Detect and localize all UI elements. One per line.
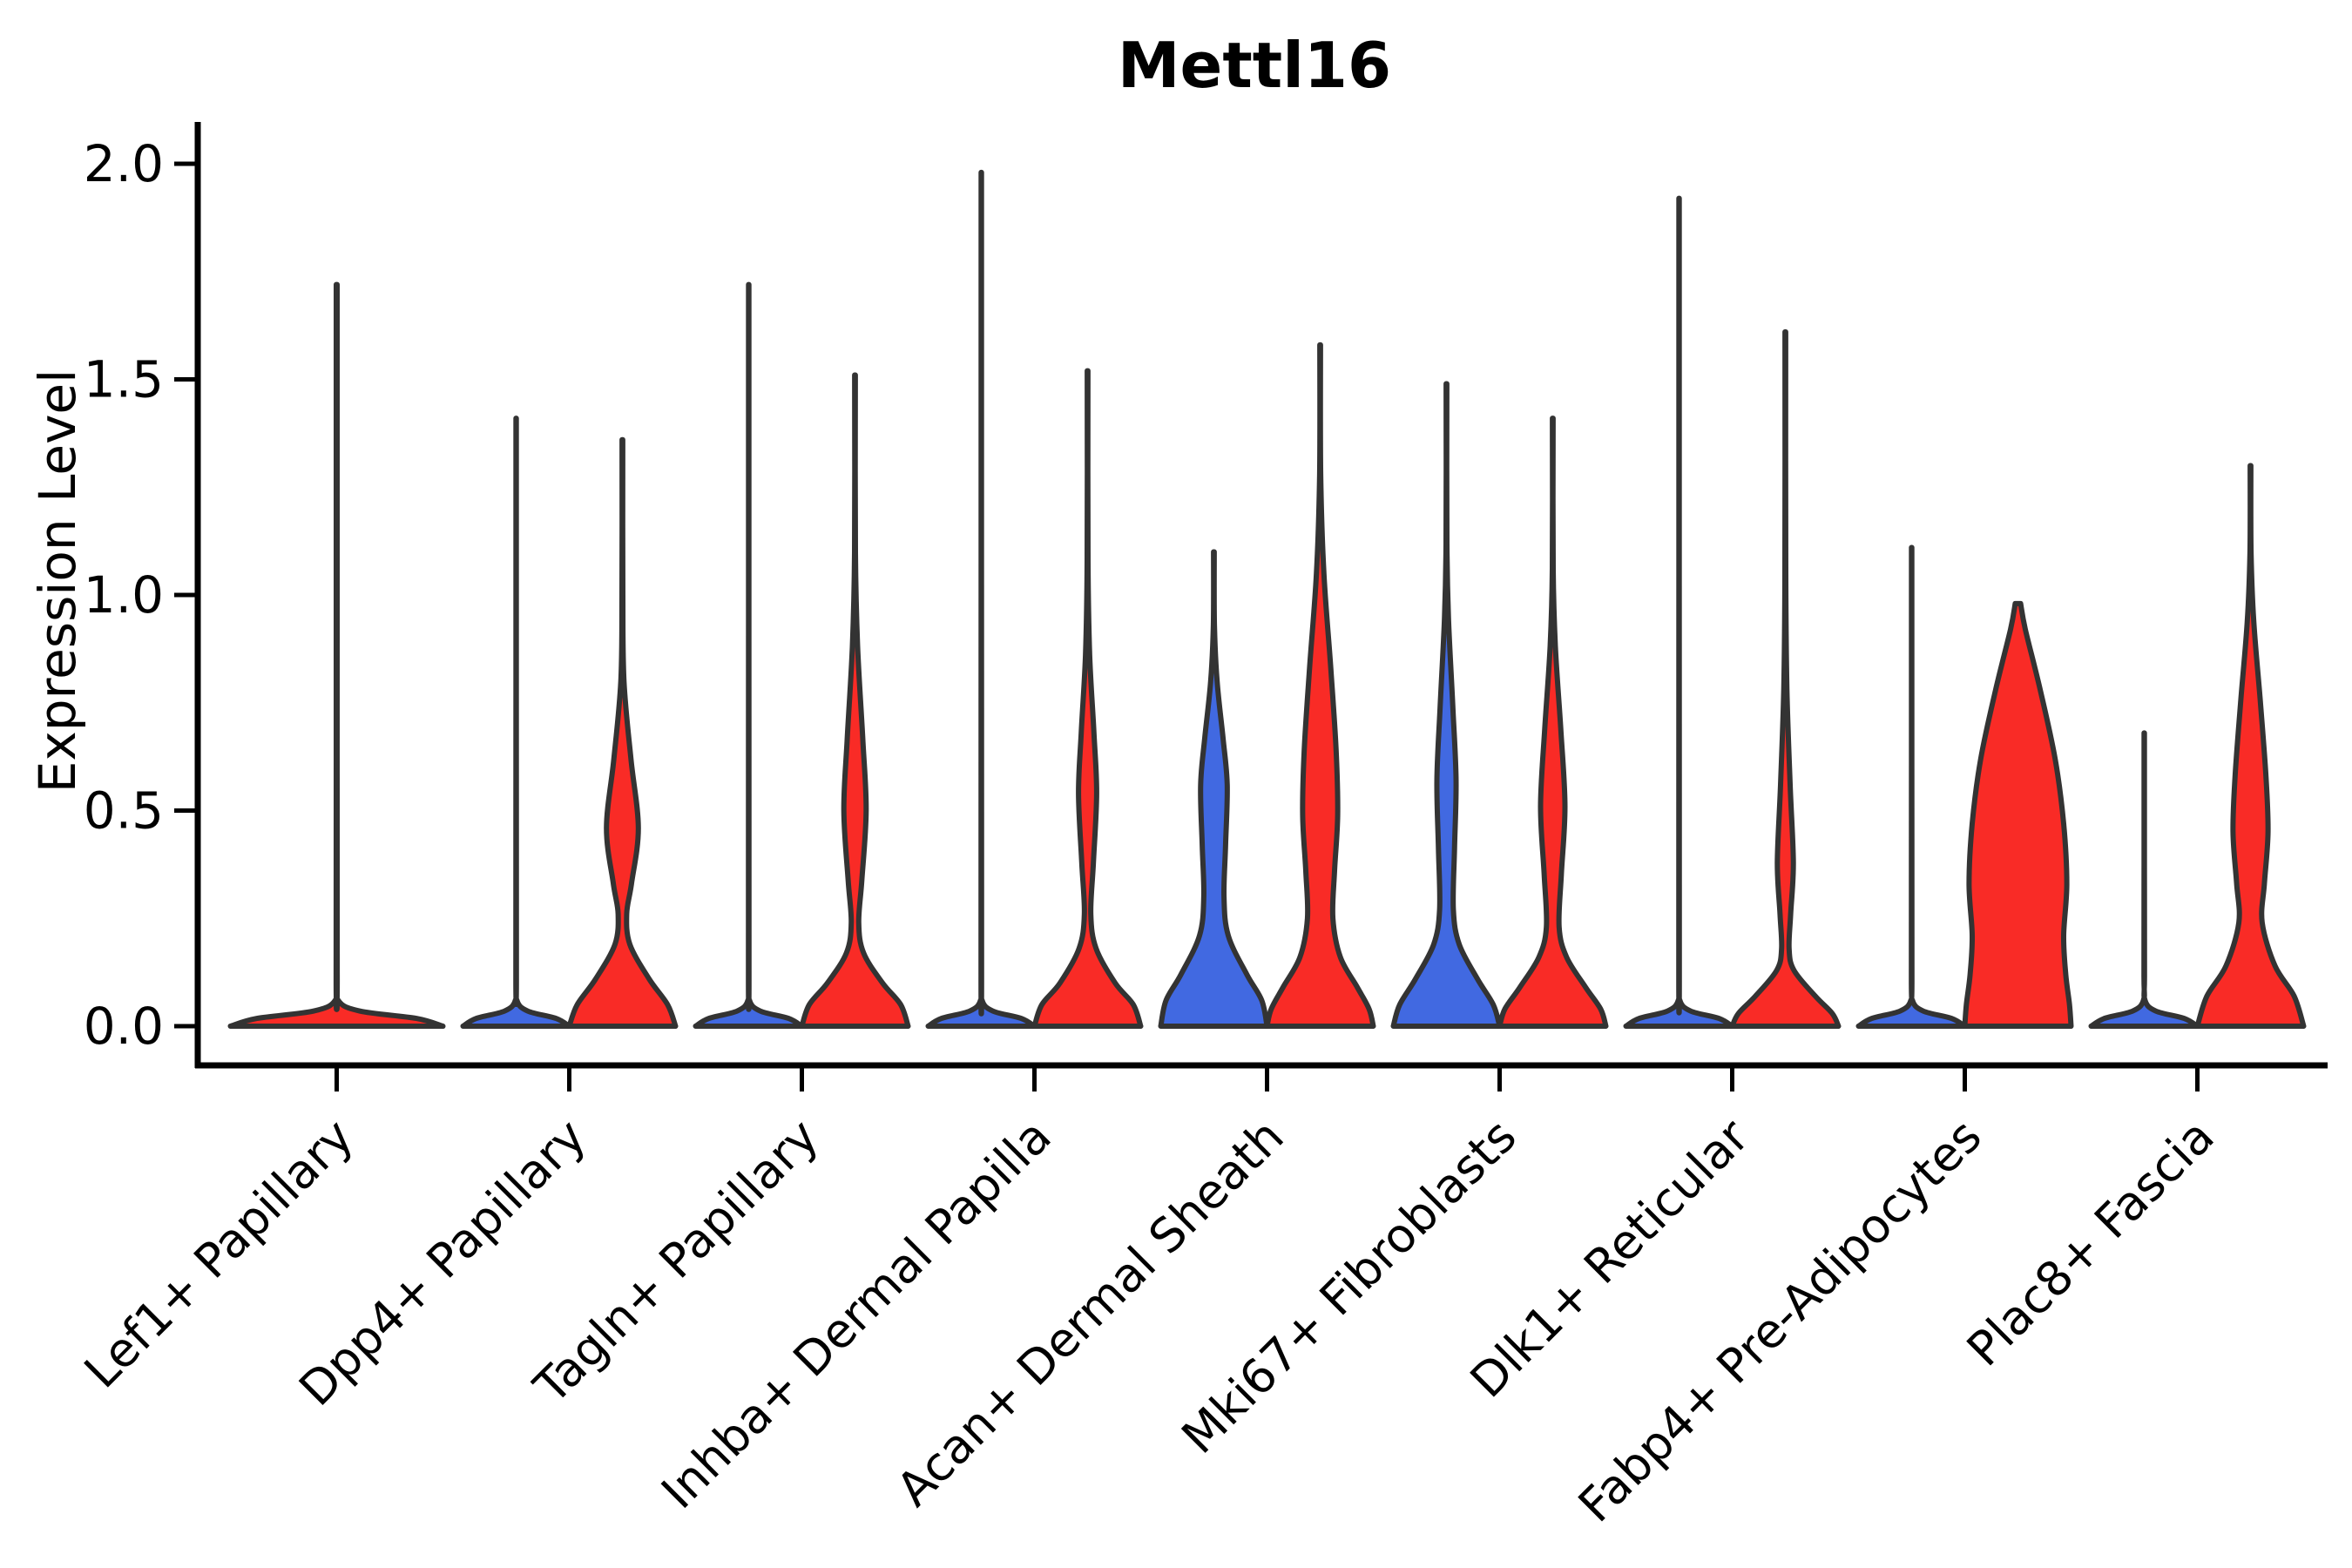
violin-acan+-right (1264, 341, 1376, 1029)
y-tick-label: 0.5 (84, 781, 164, 841)
violin-tagln+-right (799, 372, 911, 1029)
violin-plac8+-right (2194, 463, 2307, 1029)
violin-lef1+-center (227, 281, 446, 1029)
violin-tagln+-left (693, 281, 805, 1029)
y-tick-label: 1.5 (84, 350, 164, 409)
violin-fabp4+-right (1962, 600, 2074, 1029)
y-tick-label: 2.0 (84, 134, 164, 193)
violin-acan+-left (1158, 549, 1270, 1029)
y-axis-label: Expression Level (28, 369, 87, 793)
x-tick-label: Plac8+ Fascia (1957, 1109, 2225, 1377)
x-tick-label: Inhba+ Dermal Papilla (651, 1109, 1061, 1519)
violin-dlk1+-right (1729, 329, 1842, 1029)
violins-group (227, 169, 2307, 1029)
violin-dlk1+-left (1623, 195, 1735, 1029)
y-tick-labels: 0.0 0.5 1.0 1.5 2.0 (84, 134, 198, 1056)
violin-mki67+-left (1390, 381, 1503, 1029)
x-tick-label: Acan+ Dermal Sheath (886, 1109, 1294, 1517)
violin-fabp4+-left (1855, 544, 1968, 1029)
plot-title: Mettl16 (1118, 29, 1391, 102)
violin-inhba+-left (925, 169, 1037, 1029)
violin-dpp4+-left (460, 416, 572, 1029)
y-tick-label: 0.0 (84, 997, 164, 1056)
violin-plac8+-left (2088, 730, 2200, 1029)
x-tick-label: Fabp4+ Pre-Adipocytes (1568, 1109, 1992, 1533)
violin-inhba+-right (1031, 368, 1144, 1029)
y-tick-label: 1.0 (84, 565, 164, 625)
violin-mki67+-right (1497, 416, 1609, 1029)
violin-dpp4+-right (566, 436, 679, 1029)
